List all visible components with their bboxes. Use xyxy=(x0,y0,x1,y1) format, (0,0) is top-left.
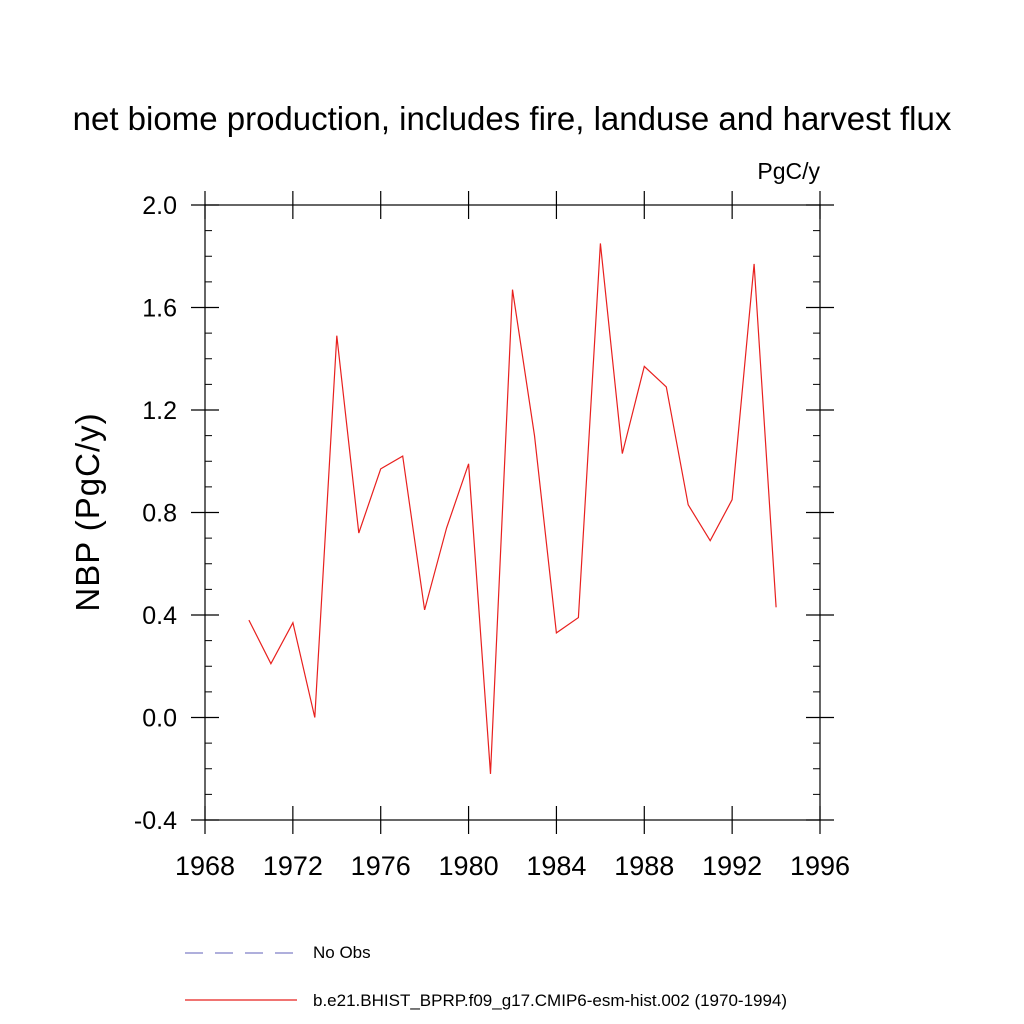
x-tick-label: 1988 xyxy=(614,851,674,881)
legend xyxy=(185,952,297,1001)
x-tick-label: 1968 xyxy=(175,851,235,881)
units-label: PgC/y xyxy=(757,158,820,184)
y-tick-label: -0.4 xyxy=(134,807,177,835)
chart-title: net biome production, includes fire, lan… xyxy=(72,100,952,137)
y-tick-label: 0.4 xyxy=(142,602,177,630)
x-tick-label: 1972 xyxy=(263,851,323,881)
y-tick-label: 0.0 xyxy=(142,705,177,733)
x-tick-label: 1976 xyxy=(351,851,411,881)
x-tick-label: 1992 xyxy=(702,851,762,881)
x-tick-label: 1980 xyxy=(439,851,499,881)
y-tick-label: 1.2 xyxy=(142,397,177,425)
legend-label-no-obs: No Obs xyxy=(313,943,371,962)
x-tick-label: 1996 xyxy=(790,851,850,881)
y-tick-label: 2.0 xyxy=(142,192,177,220)
x-tick-label: 1984 xyxy=(526,851,586,881)
legend-label-model: b.e21.BHIST_BPRP.f09_g17.CMIP6-esm-hist.… xyxy=(313,991,788,1010)
y-tick-label: 1.6 xyxy=(142,295,177,323)
series-line-1 xyxy=(248,243,777,774)
axis-ticks: 1968 1972 1976 1980 1984 1988 1992 1996 -0.4 0.0 0… xyxy=(134,191,850,881)
series-lines xyxy=(248,243,777,774)
y-tick-label: 0.8 xyxy=(142,500,177,528)
